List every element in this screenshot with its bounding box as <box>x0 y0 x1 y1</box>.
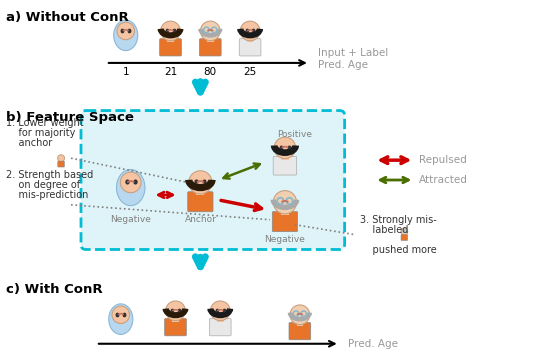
Text: anchor: anchor <box>6 138 52 149</box>
Text: 1. Lower weight: 1. Lower weight <box>6 119 84 128</box>
FancyBboxPatch shape <box>81 111 345 249</box>
Bar <box>281 209 289 215</box>
Text: 21: 21 <box>164 67 177 77</box>
Text: Input + Label: Input + Label <box>318 48 388 58</box>
FancyBboxPatch shape <box>188 192 213 212</box>
Bar <box>197 189 204 195</box>
Circle shape <box>120 172 141 193</box>
Text: Repulsed: Repulsed <box>419 155 467 165</box>
Circle shape <box>161 21 180 41</box>
Bar <box>217 316 224 322</box>
FancyBboxPatch shape <box>401 234 408 241</box>
FancyBboxPatch shape <box>272 211 298 232</box>
Ellipse shape <box>117 170 145 206</box>
Text: Negative: Negative <box>265 234 305 244</box>
Bar <box>167 36 174 42</box>
Bar <box>281 154 288 160</box>
FancyBboxPatch shape <box>165 318 186 336</box>
Text: mis-prediction: mis-prediction <box>6 190 89 200</box>
Text: for majority: for majority <box>6 128 76 138</box>
Ellipse shape <box>109 304 133 335</box>
FancyBboxPatch shape <box>58 161 64 167</box>
Text: Attracted: Attracted <box>419 175 468 185</box>
Text: Positive: Positive <box>278 130 312 139</box>
Bar <box>296 320 303 326</box>
Text: Negative: Negative <box>110 215 151 224</box>
Text: b) Feature Space: b) Feature Space <box>6 111 134 123</box>
Text: 1: 1 <box>123 67 129 77</box>
Text: pushed more: pushed more <box>360 245 436 254</box>
Bar <box>247 36 253 42</box>
Circle shape <box>273 191 296 214</box>
Circle shape <box>200 21 220 41</box>
Circle shape <box>188 171 212 194</box>
Text: 2. Strength based: 2. Strength based <box>6 170 93 180</box>
Ellipse shape <box>114 20 138 51</box>
Circle shape <box>290 305 310 325</box>
Circle shape <box>401 228 408 235</box>
Text: Pred. Age: Pred. Age <box>348 339 397 349</box>
Circle shape <box>166 301 185 321</box>
Circle shape <box>211 301 230 321</box>
FancyBboxPatch shape <box>273 157 296 175</box>
FancyBboxPatch shape <box>199 39 221 56</box>
Text: on degree of: on degree of <box>6 180 80 190</box>
FancyBboxPatch shape <box>160 39 181 56</box>
Circle shape <box>240 21 260 41</box>
Text: Anchor: Anchor <box>185 215 217 224</box>
Text: 3. Strongly mis-: 3. Strongly mis- <box>360 215 436 225</box>
Text: 80: 80 <box>204 67 217 77</box>
Text: c) With ConR: c) With ConR <box>6 283 103 296</box>
FancyBboxPatch shape <box>239 39 261 56</box>
Text: 25: 25 <box>244 67 256 77</box>
Text: labeled: labeled <box>360 225 408 235</box>
Circle shape <box>274 137 296 159</box>
Bar <box>207 36 214 42</box>
FancyBboxPatch shape <box>210 318 231 336</box>
Circle shape <box>58 155 65 162</box>
Bar <box>172 316 179 322</box>
Circle shape <box>117 22 134 40</box>
Circle shape <box>112 306 130 324</box>
Text: a) Without ConR: a) Without ConR <box>6 11 129 24</box>
Text: Pred. Age: Pred. Age <box>318 60 368 70</box>
FancyBboxPatch shape <box>289 323 310 340</box>
